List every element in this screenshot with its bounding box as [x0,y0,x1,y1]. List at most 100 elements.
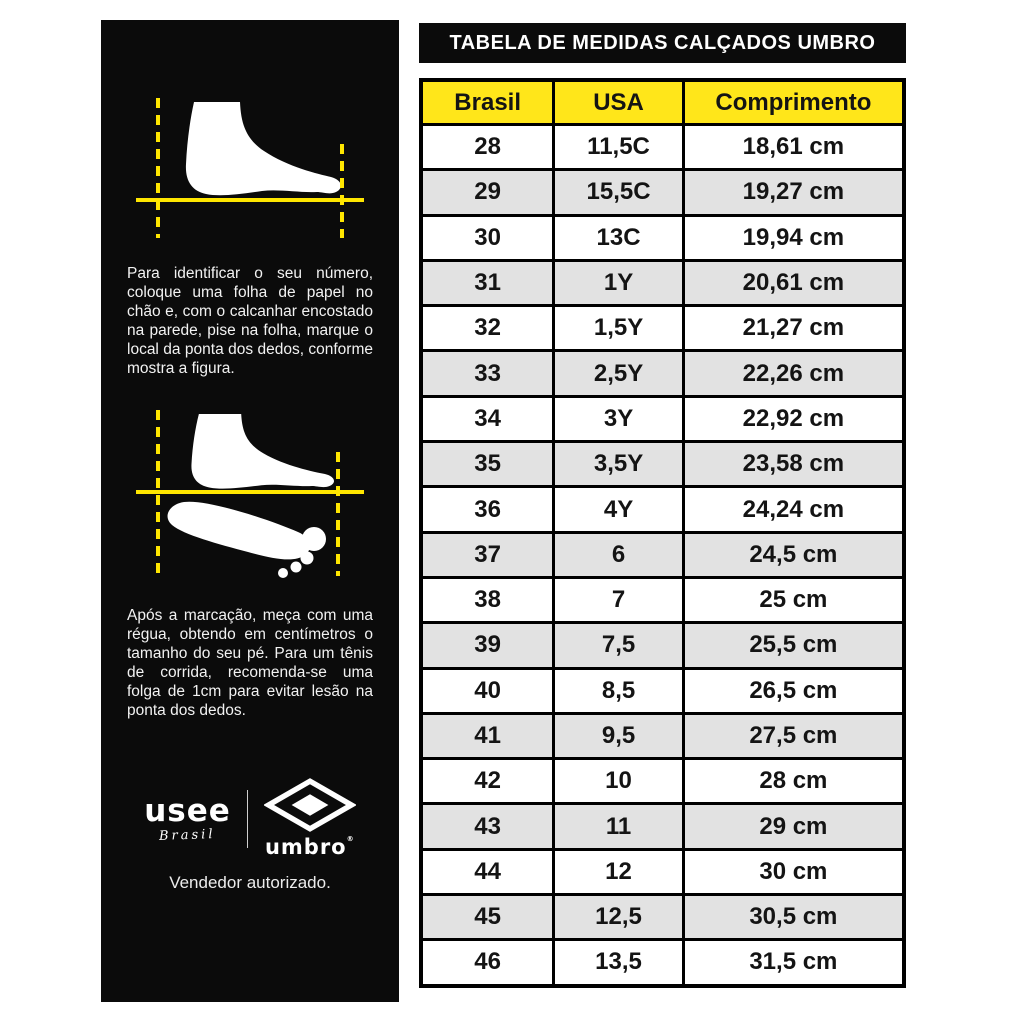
brasil-size-cell: 28 [419,122,556,172]
table-body: 28 11,5C 18,61 cm 29 15,5C 19,27 cm 30 13C 19,94… [419,122,906,988]
size-chart: TABELA DE MEDIDAS CALÇADOS UMBRO Brasil … [419,23,906,988]
table-row: 35 3,5Y 23,58 cm [419,440,906,489]
instructions-paragraph-1: Para identificar o seu número, coloque u… [127,265,373,377]
usa-size-cell: 7,5 [552,621,685,670]
table-row: 38 7 25 cm [419,575,906,625]
usa-size-cell: 11,5C [552,122,685,172]
length-cm-cell: 22,92 cm [681,394,906,444]
umbro-wordmark: umbro® [264,835,355,859]
brasil-size-cell: 32 [419,304,556,353]
usa-size-cell: 11 [552,802,685,851]
table-row: 28 11,5C 18,61 cm [419,122,906,172]
column-header-comprimento: Comprimento [681,78,906,126]
vendor-authorized-text: Vendedor autorizado. [169,873,331,892]
table-row: 41 9,5 27,5 cm [419,711,906,761]
umbro-diamond-icon [263,778,356,832]
usa-size-cell: 4Y [552,485,685,534]
length-cm-cell: 24,5 cm [681,530,906,579]
foot-and-footprint-measure-icon [136,410,364,578]
logos-row: usee Brasil umbro® [144,778,356,859]
usa-size-cell: 1Y [552,258,685,308]
column-header-brasil: Brasil [419,78,556,126]
length-cm-cell: 30 cm [681,847,906,897]
brasil-size-cell: 30 [419,213,556,262]
instructions-paragraph-2: Após a marcação, meça com uma régua, obt… [127,607,373,719]
header-row: Brasil USA Comprimento [419,78,906,126]
length-cm-cell: 25,5 cm [681,621,906,670]
usa-size-cell: 9,5 [552,711,685,761]
usee-wordmark: usee [144,792,231,829]
length-cm-cell: 20,61 cm [681,258,906,308]
usa-size-cell: 13,5 [552,938,685,988]
registered-mark: ® [346,835,355,843]
brasil-size-cell: 33 [419,349,556,398]
brasil-size-cell: 39 [419,621,556,670]
table-row: 39 7,5 25,5 cm [419,621,906,670]
brasil-size-cell: 37 [419,530,556,579]
usa-size-cell: 1,5Y [552,304,685,353]
length-cm-cell: 21,27 cm [681,304,906,353]
brasil-size-cell: 34 [419,394,556,444]
length-cm-cell: 28 cm [681,757,906,806]
brasil-size-cell: 35 [419,440,556,489]
brasil-size-cell: 31 [419,258,556,308]
table-row: 31 1Y 20,61 cm [419,258,906,308]
logo-divider [246,789,248,848]
usa-size-cell: 3,5Y [552,440,685,489]
length-cm-cell: 19,27 cm [681,168,906,217]
length-cm-cell: 27,5 cm [681,711,906,761]
length-cm-cell: 23,58 cm [681,440,906,489]
table-row: 36 4Y 24,24 cm [419,485,906,534]
table-row: 46 13,5 31,5 cm [419,938,906,988]
usa-size-cell: 8,5 [552,666,685,715]
length-cm-cell: 19,94 cm [681,213,906,262]
table-title: TABELA DE MEDIDAS CALÇADOS UMBRO [419,23,906,63]
usa-size-cell: 15,5C [552,168,685,217]
foot-side-measure-icon [136,98,364,238]
brasil-size-cell: 36 [419,485,556,534]
brasil-size-cell: 40 [419,666,556,715]
length-cm-cell: 30,5 cm [681,893,906,942]
usa-size-cell: 10 [552,757,685,806]
usa-size-cell: 13C [552,213,685,262]
usa-size-cell: 7 [552,575,685,625]
usee-brasil-script: Brasil [158,826,216,844]
table-row: 32 1,5Y 21,27 cm [419,304,906,353]
table-row: 37 6 24,5 cm [419,530,906,579]
foot-silhouette [185,102,341,196]
length-cm-cell: 29 cm [681,802,906,851]
table-row: 40 8,5 26,5 cm [419,666,906,715]
brasil-size-cell: 46 [419,938,556,988]
info-panel: Para identificar o seu número, coloque u… [101,20,399,1002]
length-cm-cell: 24,24 cm [681,485,906,534]
table-row: 34 3Y 22,92 cm [419,394,906,444]
table-row: 29 15,5C 19,27 cm [419,168,906,217]
table-row: 42 10 28 cm [419,757,906,806]
usa-size-cell: 12 [552,847,685,897]
size-table: Brasil USA Comprimento 28 11,5C 18,61 cm 29… [419,78,906,988]
table-row: 45 12,5 30,5 cm [419,893,906,942]
brasil-size-cell: 29 [419,168,556,217]
usa-size-cell: 6 [552,530,685,579]
usee-logo: usee Brasil [144,792,231,844]
brasil-size-cell: 41 [419,711,556,761]
brasil-size-cell: 44 [419,847,556,897]
brasil-size-cell: 42 [419,757,556,806]
length-cm-cell: 26,5 cm [681,666,906,715]
table-row: 33 2,5Y 22,26 cm [419,349,906,398]
umbro-logo: umbro® [263,778,356,859]
usa-size-cell: 12,5 [552,893,685,942]
table-row: 43 11 29 cm [419,802,906,851]
foot-silhouette [191,414,334,489]
usa-size-cell: 2,5Y [552,349,685,398]
length-cm-cell: 22,26 cm [681,349,906,398]
brasil-size-cell: 45 [419,893,556,942]
table-row: 30 13C 19,94 cm [419,213,906,262]
column-header-usa: USA [552,78,685,126]
table-row: 44 12 30 cm [419,847,906,897]
usa-size-cell: 3Y [552,394,685,444]
length-cm-cell: 25 cm [681,575,906,625]
length-cm-cell: 18,61 cm [681,122,906,172]
brasil-size-cell: 43 [419,802,556,851]
footprint-silhouette [167,501,326,578]
